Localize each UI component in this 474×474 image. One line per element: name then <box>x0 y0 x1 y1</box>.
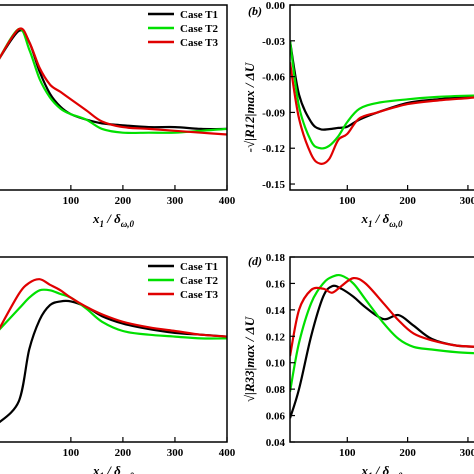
x-axis-label-div: / δ <box>372 211 389 226</box>
y-tick-label: -0.03 <box>262 36 285 48</box>
x-axis-label-var: x <box>360 211 368 226</box>
y-tick-label: 0.04 <box>266 437 286 449</box>
panel-2: 100 200 300 0.00 -0.03 -0.06 -0.09 -0.12 -0.15 x1… <box>242 0 474 229</box>
x-axis-label-sub: 1 <box>99 471 104 474</box>
x-axis-label: x1 / δω,0 <box>92 211 135 229</box>
y-tick-label: -0.12 <box>262 143 285 155</box>
x-tick-label: 200 <box>399 447 416 459</box>
legend-entry: Case T1 <box>180 261 218 273</box>
x-axis-label-sub2: ω,0 <box>121 219 135 229</box>
y-axis-label: √|R33|max / ΔU <box>242 316 257 402</box>
x-tick-label: 100 <box>63 447 80 459</box>
legend-entry: Case T2 <box>180 23 218 35</box>
legend-entry: Case T3 <box>180 289 218 301</box>
x-tick-label: 400 <box>219 195 236 207</box>
y-tick-label: -0.09 <box>262 107 285 119</box>
y-tick-label: 0.08 <box>266 384 286 396</box>
series-line-case-t3 <box>0 278 227 338</box>
x-axis-label-var: x <box>92 463 100 474</box>
plot-frame <box>289 256 474 443</box>
x-axis-label-div: / δ <box>104 463 121 474</box>
y-tick-label: 0.10 <box>266 358 286 370</box>
series-line-case-t2 <box>290 273 474 392</box>
y-tick-label: 0.14 <box>266 305 286 317</box>
x-axis-label-var: x <box>92 211 100 226</box>
series-line-case-t1 <box>290 284 474 419</box>
x-axis-label-sub2: ω,0 <box>389 219 403 229</box>
y-tick-label: 0.06 <box>266 411 286 423</box>
x-tick-label: 300 <box>167 195 184 207</box>
y-tick-label: 0.16 <box>266 278 286 290</box>
plot-frame <box>0 4 228 191</box>
series-line-case-t3 <box>0 27 227 136</box>
legend: Case T1 Case T2 Case T3 <box>148 9 218 49</box>
y-tick-label: 0.00 <box>266 0 286 12</box>
x-axis-label: x1 / δω,0 <box>92 463 135 474</box>
x-tick-label: 300 <box>460 195 474 207</box>
y-axis-label: -√|R12|max / ΔU <box>242 62 257 152</box>
x-tick-label: 100 <box>339 447 356 459</box>
x-tick-label: 100 <box>339 195 356 207</box>
y-tick-label: 0.18 <box>266 252 286 264</box>
plot-frame <box>289 4 474 191</box>
legend-entry: Case T1 <box>180 9 218 21</box>
x-axis-label: x1 / δω,0 <box>360 211 403 229</box>
x-axis-label-sub: 1 <box>368 471 373 474</box>
x-axis-label-div: / δ <box>372 463 389 474</box>
legend-entry: Case T2 <box>180 275 218 287</box>
x-tick-label: 100 <box>63 195 80 207</box>
x-tick-label: 300 <box>460 447 474 459</box>
x-tick-label: 200 <box>115 195 132 207</box>
panel-label: (b) <box>248 4 262 18</box>
panel-label: (d) <box>248 254 262 268</box>
x-tick-label: 200 <box>399 195 416 207</box>
y-tick-label: 0.12 <box>266 331 286 343</box>
series-line-case-t3 <box>290 62 474 165</box>
series-line-case-t3 <box>290 276 474 357</box>
panel-4: 100 200 300 0.18 0.16 0.14 0.12 0.10 0.08 0.06 0.0… <box>242 252 474 474</box>
x-tick-label: 400 <box>219 447 236 459</box>
x-axis-label-sub: 1 <box>99 219 104 229</box>
legend: Case T1 Case T2 Case T3 <box>148 261 218 301</box>
y-tick-label: -0.15 <box>262 179 285 191</box>
x-axis-label-sub2: ω,0 <box>121 471 135 474</box>
x-axis-label-sub: 1 <box>368 219 373 229</box>
x-tick-label: 200 <box>115 447 132 459</box>
y-tick-label: -0.06 <box>262 72 285 84</box>
x-axis-label: x1 / δω,0 <box>360 463 403 474</box>
x-axis-label-div: / δ <box>104 211 121 226</box>
series-line-case-t1 <box>290 40 474 131</box>
plot-frame <box>0 256 228 443</box>
legend-entry: Case T3 <box>180 37 218 49</box>
x-tick-label: 300 <box>167 447 184 459</box>
series-line-case-t2 <box>290 40 474 150</box>
x-axis-label-var: x <box>360 463 368 474</box>
series-line-case-t2 <box>0 27 227 135</box>
x-axis-label-sub2: ω,0 <box>389 471 403 474</box>
